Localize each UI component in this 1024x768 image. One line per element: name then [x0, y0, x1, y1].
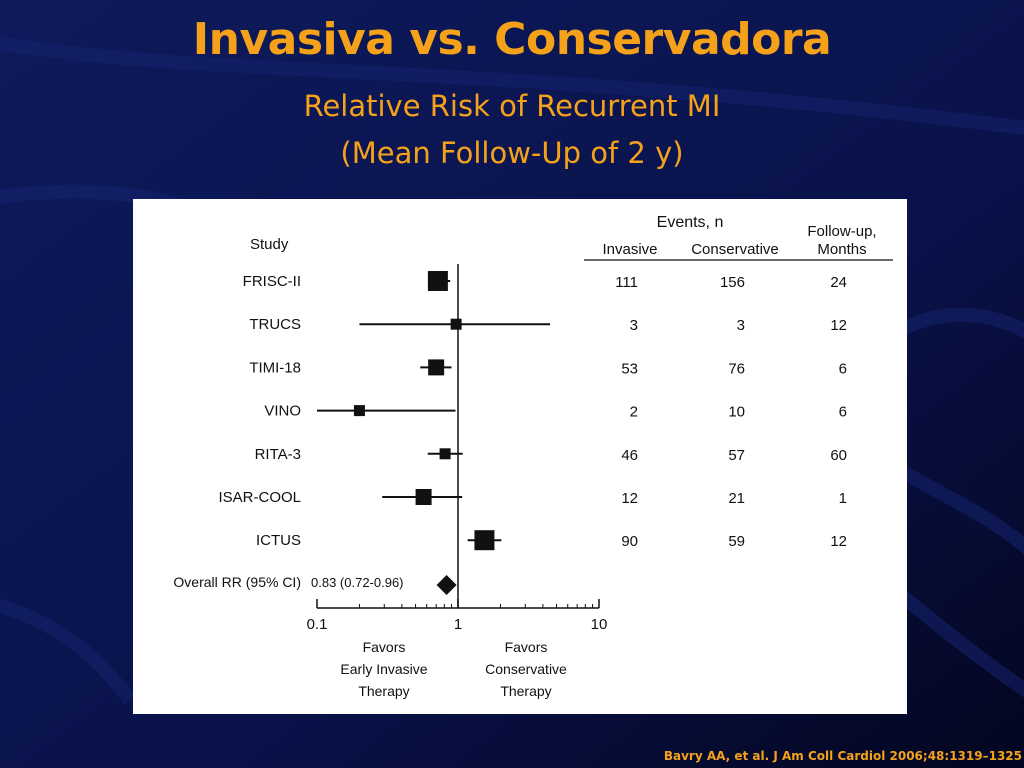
study-row: RITA-3 46 57 60 — [255, 446, 847, 464]
conservative-events: 156 — [720, 274, 745, 291]
x-axis: 0.1 1 10 — [307, 264, 608, 633]
header-followup-line2: Months — [817, 241, 866, 258]
conservative-events: 3 — [737, 317, 745, 334]
header-study: Study — [250, 236, 289, 253]
slide-subtitle-line1: Relative Risk of Recurrent MI — [303, 89, 721, 123]
invasive-events: 2 — [630, 404, 638, 421]
rr-marker — [428, 359, 445, 376]
followup-months: 12 — [830, 317, 847, 334]
favors-left-line2: Early Invasive — [340, 661, 427, 677]
conservative-events: 10 — [728, 404, 745, 421]
study-label: ICTUS — [256, 532, 301, 549]
followup-months: 12 — [830, 533, 847, 550]
overall-label: Overall RR (95% CI) — [173, 574, 301, 590]
invasive-events: 46 — [621, 447, 638, 464]
header-invasive: Invasive — [602, 241, 657, 258]
followup-months: 60 — [830, 447, 847, 464]
overall-estimate-text: 0.83 (0.72-0.96) — [311, 575, 404, 590]
study-row: TRUCS 3 3 12 — [249, 316, 847, 334]
rr-marker — [427, 271, 448, 291]
favors-right-line3: Therapy — [500, 683, 551, 699]
study-row: ISAR-COOL 12 21 1 — [218, 489, 847, 507]
header-followup-line1: Follow-up, — [807, 223, 876, 240]
slide-subtitle-line2: (Mean Follow-Up of 2 y) — [340, 136, 684, 170]
rr-marker — [353, 405, 365, 417]
forest-plot-panel: Study Events, n Invasive Conservative Fo… — [133, 199, 907, 714]
conservative-events: 59 — [728, 533, 745, 550]
rr-marker — [450, 318, 462, 330]
invasive-events: 111 — [615, 274, 638, 291]
rr-marker — [415, 489, 432, 505]
study-label: TIMI-18 — [249, 359, 301, 376]
study-row: ICTUS 90 59 12 — [256, 530, 847, 551]
header-conservative: Conservative — [691, 241, 779, 258]
followup-months: 6 — [839, 360, 847, 377]
favors-right-line1: Favors — [505, 639, 548, 655]
conservative-events: 21 — [728, 490, 745, 507]
study-row: VINO 2 10 6 — [264, 403, 847, 421]
followup-months: 6 — [839, 404, 847, 421]
invasive-events: 53 — [621, 360, 638, 377]
header-events: Events, n — [657, 214, 724, 231]
followup-months: 24 — [830, 274, 847, 291]
overall-diamond — [436, 575, 457, 595]
invasive-events: 12 — [621, 490, 638, 507]
study-label: FRISC-II — [243, 273, 301, 290]
invasive-events: 90 — [621, 533, 638, 550]
study-label: VINO — [264, 403, 301, 420]
followup-months: 1 — [839, 490, 847, 507]
conservative-events: 57 — [728, 447, 745, 464]
forest-plot: Study Events, n Invasive Conservative Fo… — [173, 214, 893, 699]
study-row: TIMI-18 53 76 6 — [249, 359, 847, 377]
conservative-events: 76 — [728, 360, 745, 377]
favors-left-line3: Therapy — [358, 683, 409, 699]
rr-marker — [439, 448, 451, 460]
citation: Bavry AA, et al. J Am Coll Cardiol 2006;… — [663, 749, 1022, 763]
study-label: TRUCS — [249, 316, 301, 333]
study-label: RITA-3 — [255, 446, 301, 463]
invasive-events: 3 — [630, 317, 638, 334]
rr-marker — [474, 530, 495, 551]
x-tick-label: 0.1 — [307, 616, 328, 633]
overall-diamond-shape — [436, 575, 457, 595]
study-row: FRISC-II 111 156 24 — [243, 271, 847, 291]
favors-left-line1: Favors — [363, 639, 406, 655]
study-label: ISAR-COOL — [218, 489, 301, 506]
slide-title: Invasiva vs. Conservadora — [192, 14, 832, 65]
x-tick-label: 1 — [454, 616, 462, 633]
x-tick-label: 10 — [591, 616, 608, 633]
favors-right-line2: Conservative — [485, 661, 567, 677]
